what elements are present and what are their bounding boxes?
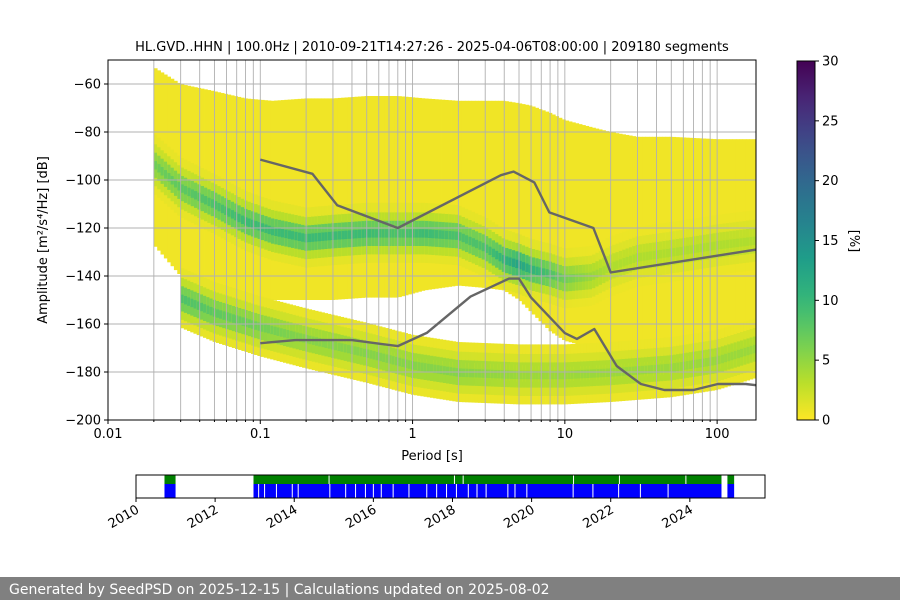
timeline-frame: [135, 474, 766, 499]
psd-chart: HL.GVD..HHN | 100.0Hz | 2010-09-21T14:27…: [36, 40, 757, 464]
noise-models: [259, 158, 756, 392]
coverage-bars: [164, 475, 735, 498]
coverage-bar-bottom: [253, 484, 722, 498]
grid: [108, 60, 756, 420]
colorbar-tick-label: 10: [822, 294, 839, 309]
x-tick-label: 0.01: [94, 427, 123, 442]
y-tick-label: −120: [65, 222, 101, 237]
coverage-bar-top: [253, 475, 722, 484]
y-tick-label: −180: [65, 366, 101, 381]
timeline-tick-label: 2020: [501, 502, 537, 532]
timeline-tick-label: 2018: [422, 502, 458, 532]
timeline-tick-label: 2012: [185, 502, 221, 532]
x-tick-label: 10: [557, 427, 574, 442]
y-axis-ticks: −200 −180 −160 −140 −120 −100 −80 −60: [65, 78, 108, 429]
secondary-low-band: [180, 268, 756, 405]
y-tick-label: −60: [74, 78, 101, 93]
y-tick-label: −140: [65, 270, 101, 285]
timeline-tick-label: 2016: [343, 502, 379, 532]
colorbar-tick-label: 15: [822, 234, 839, 249]
x-axis-label: Period [s]: [401, 449, 463, 464]
colorbar-tick-label: 30: [822, 55, 839, 70]
x-axis-ticks: 0.01 0.1 1 10 100: [94, 420, 730, 442]
footer-text: Generated by SeedPSD on 2025-12-15 | Cal…: [9, 582, 550, 598]
series-line-nhnm: [259, 158, 756, 274]
timeline-tick-label: 2022: [581, 502, 617, 532]
colorbar-label: [%]: [846, 230, 861, 253]
timeline-tick-label: 2024: [660, 502, 696, 532]
chart-title: HL.GVD..HHN | 100.0Hz | 2010-09-21T14:27…: [135, 40, 729, 55]
y-axis-label: Amplitude [m²/s⁴/Hz] [dB]: [36, 156, 51, 324]
timeline-ticks: 2010 2012 2014 2016 2018 2020 2022 2024: [106, 498, 696, 532]
plot-frame: [107, 59, 757, 421]
colorbar-tick-label: 0: [822, 414, 830, 429]
coverage-bar-bottom: [164, 484, 176, 498]
y-tick-label: −80: [74, 126, 101, 141]
coverage-timeline: 2010 2012 2014 2016 2018 2020 2022 2024: [106, 474, 766, 532]
colorbar-ticks: 0 5 10 15 20 25 30: [815, 55, 839, 429]
x-tick-label: 1: [408, 427, 416, 442]
y-tick-label: −200: [65, 414, 101, 429]
timeline-tick-label: 2010: [106, 502, 142, 532]
colorbar-tick-label: 25: [822, 114, 839, 129]
x-tick-label: 100: [705, 427, 730, 442]
coverage-bar-top: [164, 475, 176, 484]
colorbar-gradient: [796, 60, 816, 421]
series-line-nlnm: [260, 277, 756, 392]
footer-bar: [0, 577, 900, 600]
coverage-bar-bottom: [727, 484, 735, 498]
y-tick-label: −100: [65, 174, 101, 189]
colorbar: 0 5 10 15 20 25 30 [%]: [796, 55, 861, 429]
y-tick-label: −160: [65, 318, 101, 333]
colorbar-tick-label: 5: [822, 354, 830, 369]
timeline-tick-label: 2014: [264, 502, 300, 532]
coverage-bar-top: [727, 475, 735, 484]
colorbar-tick-label: 20: [822, 174, 839, 189]
x-tick-label: 0.1: [250, 427, 271, 442]
